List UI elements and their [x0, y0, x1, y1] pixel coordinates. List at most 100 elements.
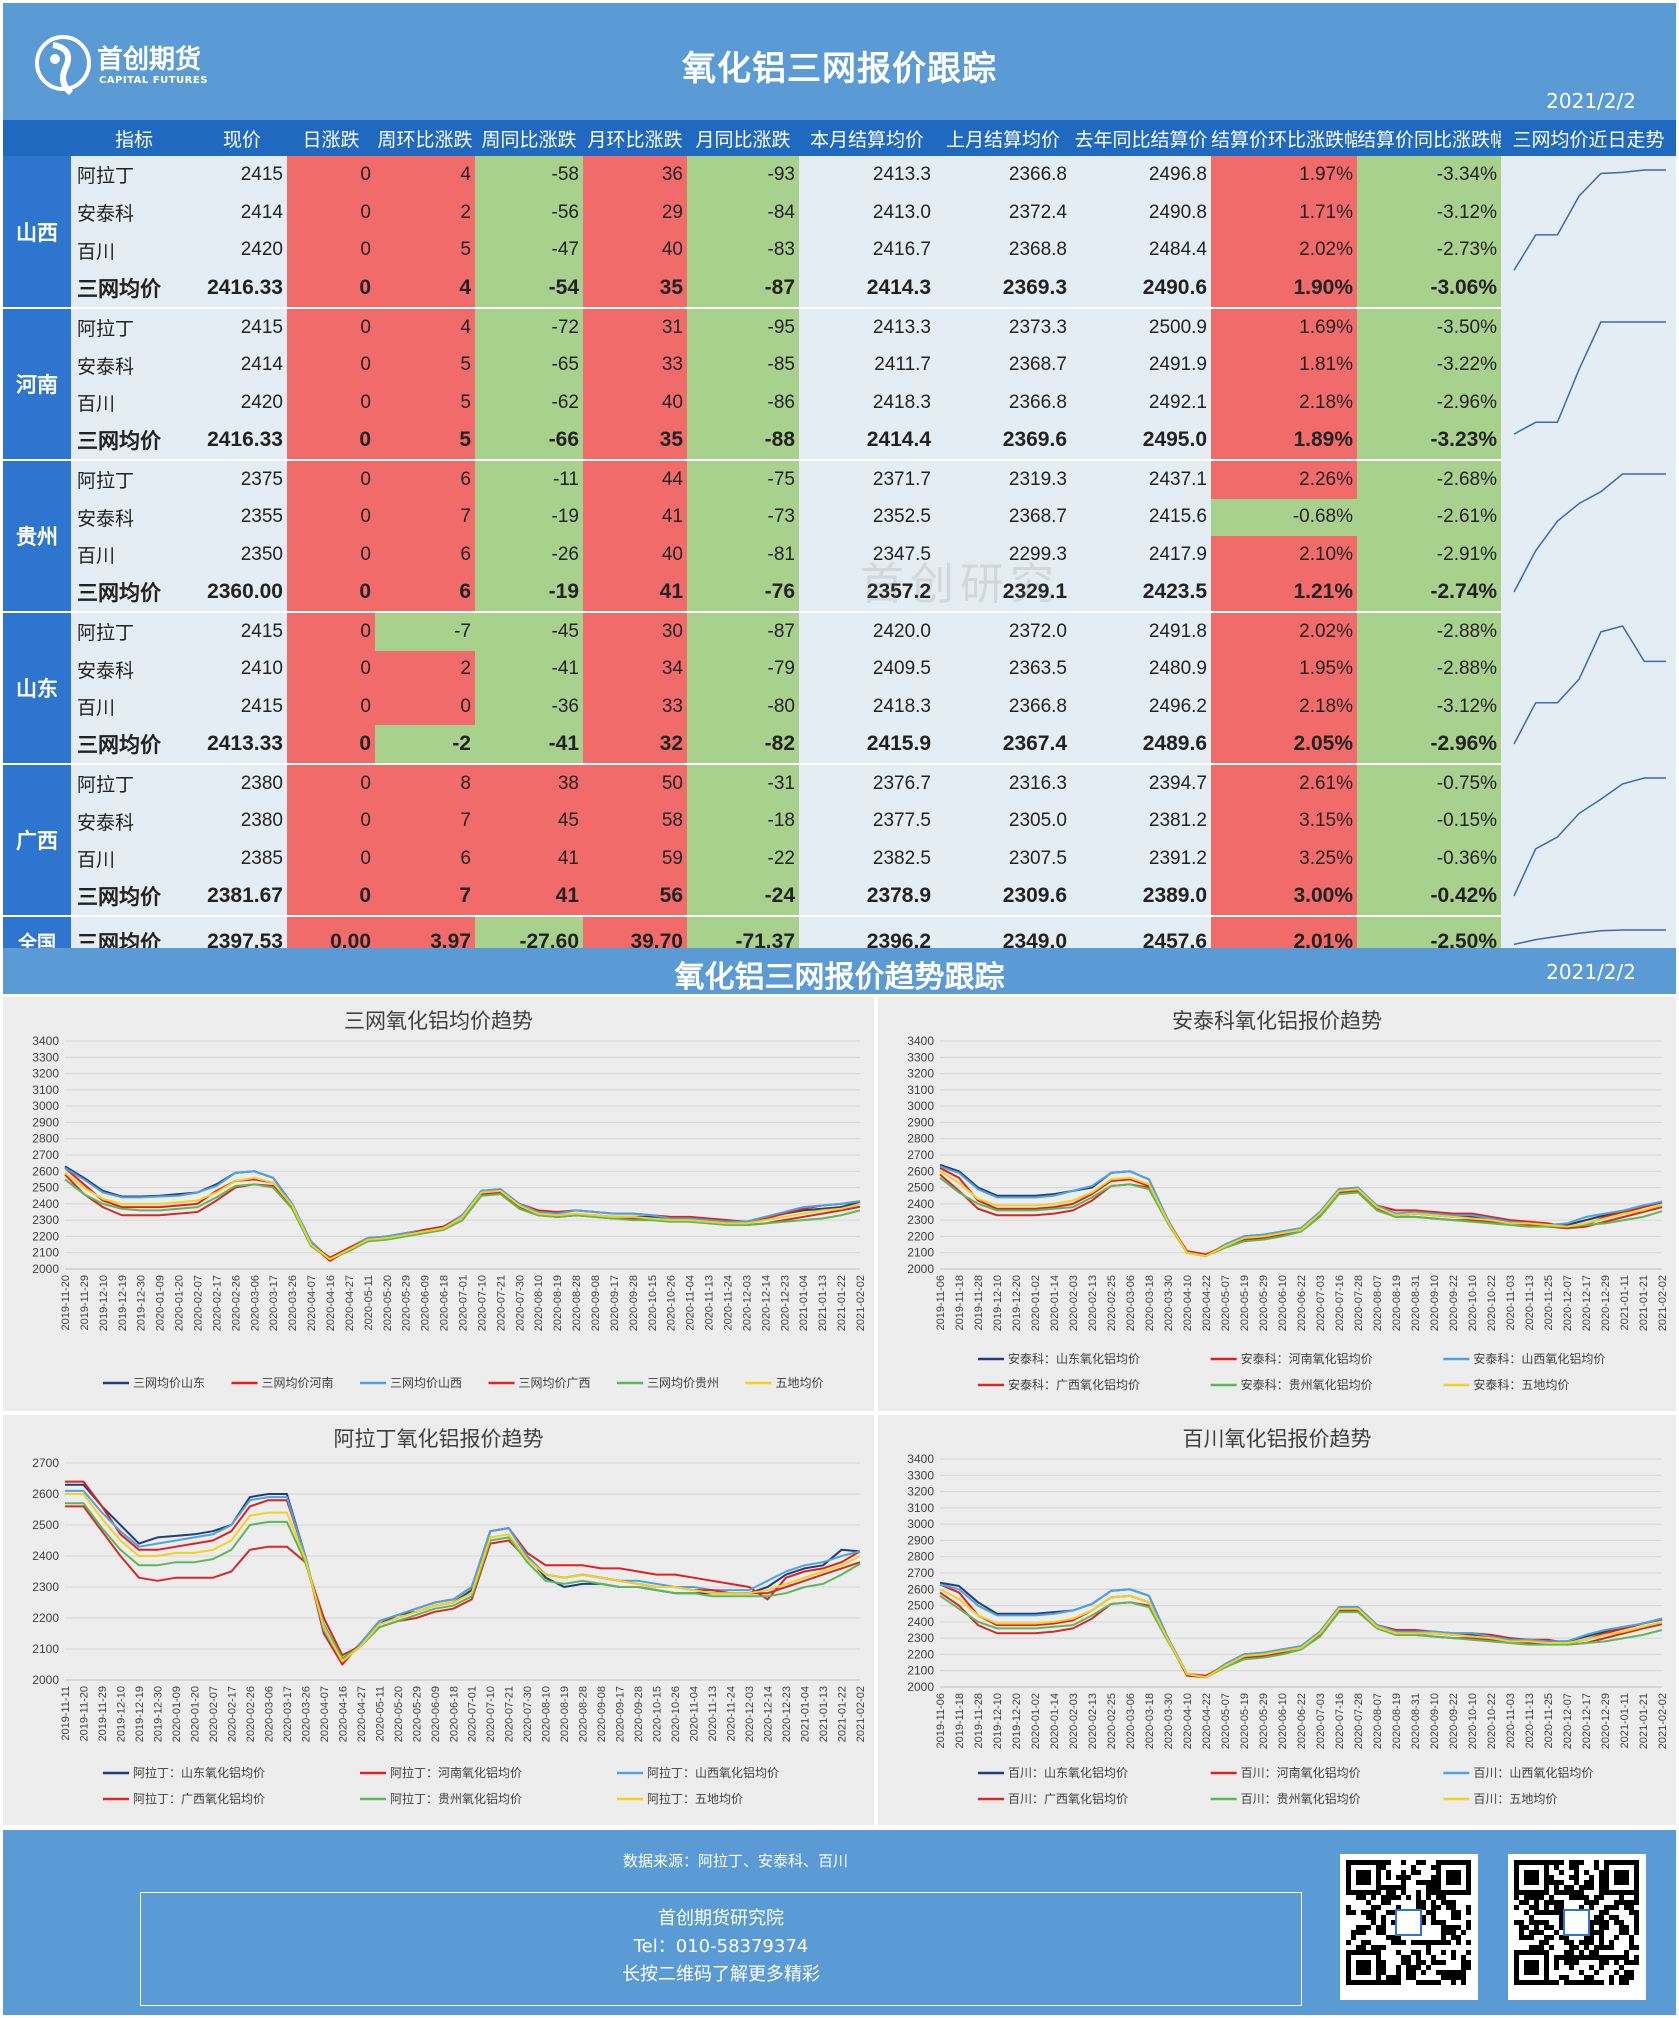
series-line [65, 1480, 861, 1666]
table-cell: -47 [475, 231, 583, 270]
x-tick-label: 2020-04-22 [1201, 1275, 1213, 1331]
region-label: 贵州 [3, 460, 71, 613]
table-row: 贵州 阿拉丁 2375 0 6 -11 44 -75 2371.7 2319.3 2437.1 2.2… [3, 460, 1676, 613]
x-tick-label: 2020-09-22 [1448, 1693, 1460, 1749]
series-line [939, 1581, 1663, 1679]
y-tick-label: 2000 [32, 1673, 59, 1687]
table-cell: 2423.5 [1071, 573, 1211, 613]
x-tick-label: 2021-02-02 [855, 1686, 867, 1742]
x-tick-label: 2020-10-22 [1486, 1693, 1498, 1749]
x-tick-label: 2020-10-26 [666, 1275, 678, 1331]
table-row: 三网均价 2381.67 0 7 41 56 -24 2378.9 2309.6 2389.0 3.… [3, 877, 1676, 917]
series-line [939, 1170, 1663, 1257]
table-cell: 2368.7 [935, 346, 1071, 384]
table-cell: 1.81% [1211, 346, 1357, 384]
x-tick-label: 2020-01-20 [174, 1275, 186, 1331]
y-tick-label: 2100 [32, 1246, 59, 1260]
table-cell: 0 [287, 346, 375, 384]
y-tick-label: 2200 [32, 1229, 59, 1243]
x-tick-label: 2020-08-19 [559, 1686, 571, 1742]
x-tick-label: 2020-05-29 [401, 1275, 413, 1331]
x-tick-label: 2020-05-20 [382, 1275, 394, 1331]
x-tick-label: 2019-11-20 [78, 1686, 90, 1741]
top-banner: 首创期货 CAPITAL FUTURES 氧化铝三网报价跟踪 2021/2/2 [3, 3, 1676, 120]
x-tick-label: 2020-08-31 [1410, 1275, 1422, 1331]
x-tick-label: 2020-03-06 [1125, 1693, 1137, 1749]
page-title: 氧化铝三网报价跟踪 [682, 49, 997, 89]
x-tick-label: 2020-11-25 [1543, 1693, 1555, 1748]
table-row: 百川 2385 0 6 41 59 -22 2382.5 2307.5 2391.2 3.25% -0… [3, 839, 1676, 878]
column-header: 周同比涨跌 [475, 120, 583, 156]
table-cell: 2366.8 [935, 383, 1071, 422]
series-line [939, 1177, 1663, 1257]
table-row: 山西 阿拉丁 2415 0 4 -58 36 -93 2413.3 2366.8 2496.8 1.9… [3, 156, 1676, 309]
table-cell: 2.02% [1211, 612, 1357, 651]
table-cell: 2.05% [1211, 725, 1357, 765]
table-cell: 2375 [197, 460, 287, 499]
x-tick-label: 2020-03-30 [1163, 1275, 1175, 1331]
table-cell: 2369.6 [935, 421, 1071, 461]
table-cell: -2 [375, 725, 475, 765]
table-cell: 2.26% [1211, 460, 1357, 499]
row-label: 阿拉丁 [71, 460, 197, 499]
table-row: 三网均价 2360.00 0 6 -19 41 -76 2357.2 2329.1 2423.5 1… [3, 573, 1676, 613]
table-cell: -11 [475, 460, 583, 499]
table-cell: -86 [687, 383, 799, 422]
table-cell: -2.96% [1357, 725, 1501, 765]
x-tick-label: 2020-06-10 [1277, 1693, 1289, 1749]
x-tick-label: 2021-02-02 [855, 1275, 867, 1331]
table-cell: 6 [375, 573, 475, 613]
table-cell: 2413.3 [799, 156, 935, 194]
legend-label: 百川：山西氧化铝均价 [1473, 1765, 1593, 1780]
x-tick-label: 2021-01-21 [1638, 1693, 1650, 1749]
table-cell: -2.88% [1357, 612, 1501, 651]
table-cell: 3.15% [1211, 802, 1357, 840]
row-label: 安泰科 [71, 346, 197, 384]
table-cell: 4 [375, 269, 475, 309]
data-source: 数据来源：阿拉丁、安泰科、百川 [622, 1852, 848, 1870]
qr-code-1[interactable] [1340, 1854, 1478, 2000]
table-cell: 2484.4 [1071, 231, 1211, 270]
x-tick-label: 2020-05-19 [1239, 1693, 1251, 1749]
legend-label: 阿拉丁：河南氧化铝均价 [390, 1765, 522, 1780]
table-cell: 5 [375, 383, 475, 422]
table-cell: 0 [287, 725, 375, 765]
y-tick-label: 2300 [907, 1631, 934, 1645]
x-tick-label: 2020-07-30 [514, 1275, 526, 1331]
table-row: 百川 2350 0 6 -26 40 -81 2347.5 2299.3 2417.9 2.10% -… [3, 535, 1676, 574]
x-tick-label: 2021-01-11 [1619, 1275, 1631, 1330]
x-tick-label: 2020-10-10 [1467, 1693, 1479, 1749]
x-tick-label: 2020-10-15 [652, 1686, 664, 1742]
y-tick-label: 2600 [907, 1582, 934, 1596]
table-cell: -2.61% [1357, 498, 1501, 536]
table-cell: 41 [475, 839, 583, 878]
table-cell: 1.71% [1211, 193, 1357, 232]
x-tick-label: 2020-08-31 [1410, 1693, 1422, 1749]
table-cell: 2350 [197, 535, 287, 574]
y-tick-label: 2300 [32, 1580, 59, 1594]
table-cell: 2.61% [1211, 764, 1357, 803]
legend-label: 五地均价 [776, 1376, 824, 1390]
x-tick-label: 2020-05-07 [1220, 1693, 1232, 1749]
table-cell: 2413.33 [197, 725, 287, 765]
y-tick-label: 2600 [32, 1487, 59, 1501]
table-cell: 2367.4 [935, 725, 1071, 765]
report-date: 2021/2/2 [1546, 89, 1636, 113]
y-tick-label: 2900 [32, 1115, 59, 1129]
column-header: 日涨跌 [287, 120, 375, 156]
y-tick-label: 2600 [32, 1164, 59, 1178]
y-tick-label: 3100 [907, 1501, 934, 1515]
table-cell: 0 [287, 460, 375, 499]
x-tick-label: 2020-02-13 [1087, 1693, 1099, 1749]
x-tick-label: 2019-12-20 [1011, 1693, 1023, 1749]
table-row: 河南 阿拉丁 2415 0 4 -72 31 -95 2413.3 2373.3 2500.9 1.6… [3, 308, 1676, 461]
x-tick-label: 2020-12-29 [1600, 1275, 1612, 1331]
section-title: 氧化铝三网报价趋势跟踪 [674, 960, 1005, 995]
x-tick-label: 2020-07-16 [1334, 1275, 1346, 1331]
table-cell: 0 [287, 308, 375, 347]
legend-label: 百川：贵州氧化铝均价 [1241, 1791, 1361, 1806]
qr-code-2[interactable] [1508, 1854, 1646, 2000]
x-tick-label: 2020-02-17 [226, 1686, 238, 1742]
x-tick-label: 2020-03-18 [1144, 1275, 1156, 1331]
table-cell: 2.18% [1211, 687, 1357, 726]
